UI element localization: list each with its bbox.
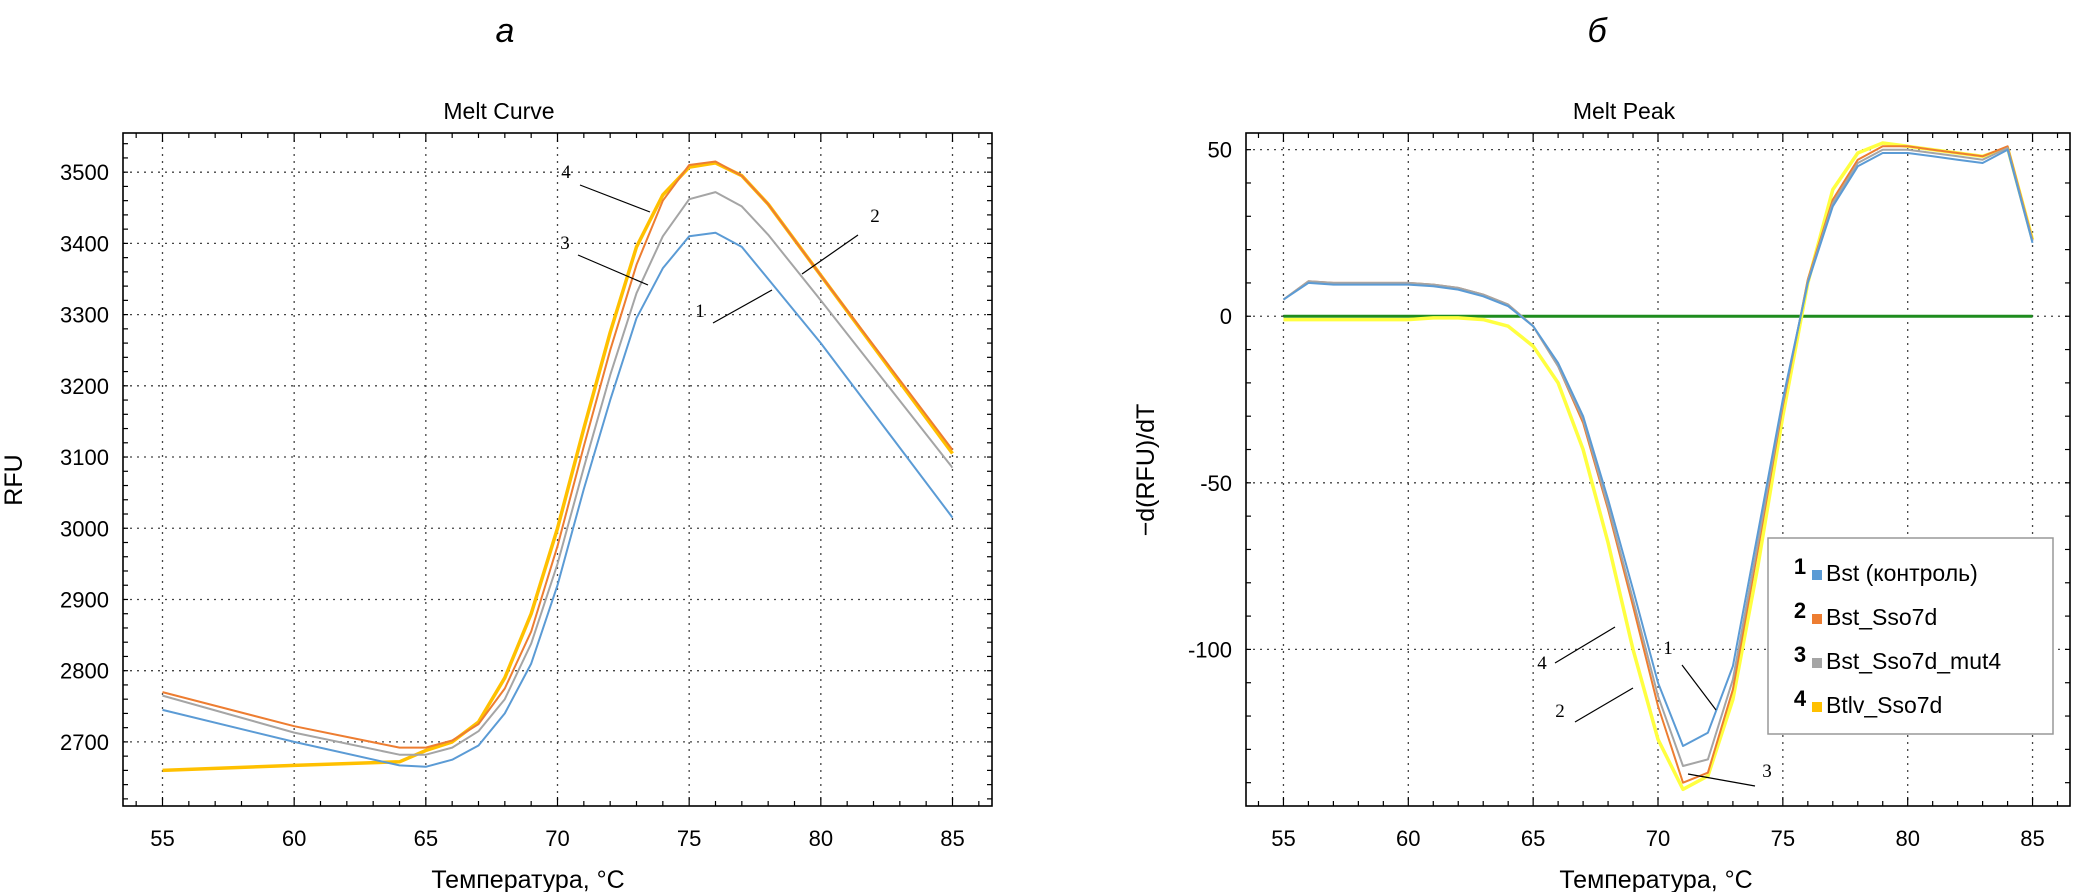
legend-entry-label: Btlv_Sso7d	[1826, 692, 1942, 718]
melt-curve-series-line-1	[162, 231, 954, 768]
panel-letter-b: б	[1587, 12, 1608, 50]
melt-peak-x-tick-label: 55	[1271, 826, 1295, 851]
melt-peak-x-tick-label: 85	[2020, 826, 2044, 851]
melt-peak-annotation-label: 4	[1537, 653, 1547, 674]
melt-peak-xlabel: Температура, °C	[1559, 866, 1752, 892]
melt-curve-annotation-label: 1	[695, 301, 705, 322]
melt-curve-y-tick-label: 3200	[60, 374, 109, 399]
melt-curve-y-tick-label: 3100	[60, 445, 109, 470]
melt-peak-x-tick-label: 60	[1396, 826, 1420, 851]
melt-curve-x-tick-label: 55	[150, 826, 174, 851]
melt-curve-y-tick-label: 3500	[60, 160, 109, 185]
melt-curve-x-tick-label: 70	[545, 826, 569, 851]
legend-entry-label: Bst_Sso7d	[1826, 604, 1937, 630]
melt-peak-y-tick-label: 0	[1220, 304, 1232, 329]
legend-swatch	[1812, 614, 1822, 624]
melt-curve-y-tick-label: 3000	[60, 516, 109, 541]
legend-entry-number: 1	[1794, 554, 1806, 579]
melt-peak-series-line-3	[1282, 147, 2034, 767]
melt-curve-y-tick-label: 3400	[60, 231, 109, 256]
melt-curve-annotation-label: 2	[870, 206, 880, 227]
melt-peak-annotation-leader	[1687, 773, 1756, 787]
melt-curve-annotation-leader	[579, 184, 651, 213]
melt-peak-chart: Melt Peak Температура, °C −d(RFU)/dT 55 6…	[1132, 98, 2071, 892]
melt-peak-y-tick-label: 50	[1208, 138, 1232, 163]
melt-curve-title: Melt Curve	[443, 98, 554, 124]
melt-peak-y-tick-label: -50	[1200, 471, 1232, 496]
melt-peak-annotation-leader	[1681, 664, 1717, 711]
melt-curve-y-tick-label: 2900	[60, 587, 109, 612]
melt-curve-x-tick-label: 80	[809, 826, 833, 851]
melt-curve-annotation-leader	[712, 289, 773, 324]
melt-curve-annotation-leader	[801, 234, 859, 275]
melt-curve-x-tick-label: 85	[940, 826, 964, 851]
melt-curve-x-tick-label: 65	[414, 826, 438, 851]
melt-peak-annotation-label: 2	[1555, 701, 1565, 722]
legend-entry-number: 3	[1794, 642, 1806, 667]
legend-entry-label: Bst (контроль)	[1826, 560, 1978, 586]
melt-curve-xlabel: Температура, °C	[431, 866, 624, 892]
melt-peak-y-tick-label: -100	[1188, 637, 1232, 662]
melt-curve-x-tick-label: 60	[282, 826, 306, 851]
melt-curve-annotation-label: 4	[561, 162, 571, 183]
melt-peak-annotation-label: 1	[1663, 638, 1673, 659]
melt-curve-x-tick-label: 75	[677, 826, 701, 851]
legend-entry-number: 2	[1794, 598, 1806, 623]
melt-curve-y-tick-label: 3300	[60, 303, 109, 328]
melt-curve-y-tick-label: 2700	[60, 730, 109, 755]
legend-swatch	[1812, 658, 1822, 668]
melt-peak-series-line-1	[1282, 148, 2034, 747]
melt-curve-series-line-2	[162, 160, 954, 749]
melt-curve-ylabel: RFU	[0, 454, 28, 505]
melt-curve-series-line-3	[162, 191, 954, 756]
legend-entry-label: Bst_Sso7d_mut4	[1826, 648, 2001, 674]
melt-peak-annotation-leader	[1554, 626, 1616, 664]
melt-peak-x-tick-label: 80	[1895, 826, 1919, 851]
melt-curve-annotation-label: 3	[560, 233, 570, 254]
melt-peak-ylabel: −d(RFU)/dT	[1132, 404, 1160, 537]
melt-peak-annotation-leader	[1574, 687, 1634, 723]
legend-swatch	[1812, 702, 1822, 712]
legend-entry-number: 4	[1794, 686, 1807, 711]
melt-curve-chart: Melt Curve Температура, °C RFU 55 60 65 70 7…	[0, 98, 993, 892]
melt-peak-title: Melt Peak	[1573, 98, 1676, 124]
melt-peak-annotation-label: 3	[1762, 761, 1772, 782]
legend-swatch	[1812, 570, 1822, 580]
melt-curve-y-tick-label: 2800	[60, 659, 109, 684]
melt-peak-x-tick-label: 70	[1646, 826, 1670, 851]
melt-curve-annotation-leader	[577, 254, 649, 286]
panel-letter-a: а	[496, 12, 515, 50]
melt-peak-x-tick-label: 75	[1771, 826, 1795, 851]
melt-peak-x-tick-label: 65	[1521, 826, 1545, 851]
